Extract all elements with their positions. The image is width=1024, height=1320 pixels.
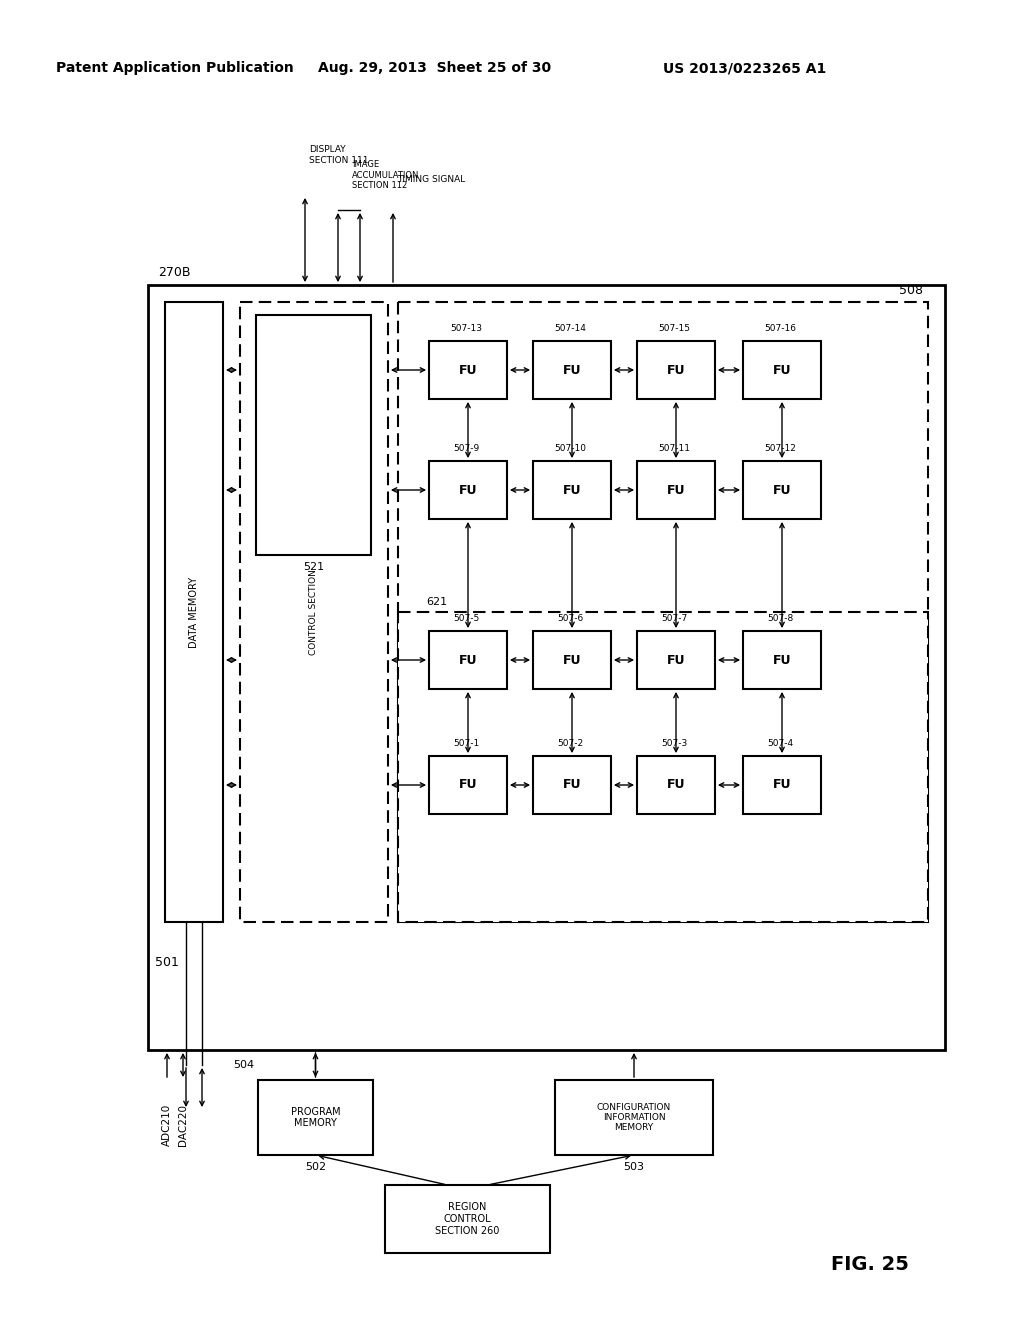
Bar bbox=[240, 302, 388, 921]
Bar bbox=[534, 756, 611, 814]
Text: 507-2: 507-2 bbox=[557, 739, 583, 748]
Text: 507-7: 507-7 bbox=[660, 614, 687, 623]
Text: 507-3: 507-3 bbox=[660, 739, 687, 748]
Text: FU: FU bbox=[773, 653, 792, 667]
Text: ADC210: ADC210 bbox=[162, 1104, 172, 1146]
Bar bbox=[429, 756, 507, 814]
Text: PROGRAM
MEMORY: PROGRAM MEMORY bbox=[291, 1106, 340, 1129]
Text: 507-9: 507-9 bbox=[453, 444, 479, 453]
Bar bbox=[743, 341, 821, 399]
Text: Aug. 29, 2013  Sheet 25 of 30: Aug. 29, 2013 Sheet 25 of 30 bbox=[318, 61, 552, 75]
Text: 507-5: 507-5 bbox=[453, 614, 479, 623]
Text: FU: FU bbox=[459, 653, 477, 667]
Text: DATA MEMORY: DATA MEMORY bbox=[189, 577, 199, 648]
Text: FU: FU bbox=[667, 779, 685, 792]
Text: 502: 502 bbox=[305, 1162, 326, 1172]
Bar bbox=[429, 461, 507, 519]
Text: FU: FU bbox=[459, 363, 477, 376]
Text: FU: FU bbox=[667, 363, 685, 376]
Text: FU: FU bbox=[563, 483, 582, 496]
Bar bbox=[743, 461, 821, 519]
Bar bbox=[743, 756, 821, 814]
Bar bbox=[148, 285, 945, 1049]
Bar bbox=[534, 631, 611, 689]
Bar bbox=[398, 302, 928, 921]
Text: TIMING SIGNAL: TIMING SIGNAL bbox=[397, 176, 465, 185]
Text: 507-8: 507-8 bbox=[767, 614, 794, 623]
Text: FIG. 25: FIG. 25 bbox=[831, 1255, 909, 1275]
Text: 507-14: 507-14 bbox=[554, 323, 586, 333]
Text: REGION
CONTROL
SECTION 260: REGION CONTROL SECTION 260 bbox=[435, 1203, 500, 1236]
Bar bbox=[534, 461, 611, 519]
Text: 621: 621 bbox=[426, 597, 447, 607]
Text: FU: FU bbox=[563, 363, 582, 376]
Text: 507-1: 507-1 bbox=[453, 739, 479, 748]
Text: CONFIGURATION
INFORMATION
MEMORY: CONFIGURATION INFORMATION MEMORY bbox=[597, 1102, 671, 1133]
Bar bbox=[385, 1185, 550, 1253]
Text: IMAGE
ACCUMULATION
SECTION 112: IMAGE ACCUMULATION SECTION 112 bbox=[352, 160, 420, 190]
Text: FU: FU bbox=[773, 483, 792, 496]
Text: Patent Application Publication: Patent Application Publication bbox=[56, 61, 294, 75]
Text: 504: 504 bbox=[233, 1060, 254, 1071]
Text: FU: FU bbox=[459, 779, 477, 792]
Text: 507-15: 507-15 bbox=[658, 323, 690, 333]
Bar bbox=[743, 631, 821, 689]
Bar bbox=[165, 302, 223, 921]
Text: 507-10: 507-10 bbox=[554, 444, 586, 453]
Bar bbox=[637, 631, 715, 689]
Text: 501: 501 bbox=[155, 956, 179, 969]
Text: FU: FU bbox=[667, 483, 685, 496]
Text: US 2013/0223265 A1: US 2013/0223265 A1 bbox=[664, 61, 826, 75]
Text: 507-11: 507-11 bbox=[658, 444, 690, 453]
Bar bbox=[256, 315, 371, 554]
Bar bbox=[258, 1080, 373, 1155]
Bar bbox=[534, 341, 611, 399]
Text: FU: FU bbox=[773, 779, 792, 792]
Text: 521: 521 bbox=[303, 562, 324, 572]
Text: 507-6: 507-6 bbox=[557, 614, 583, 623]
Text: 507-13: 507-13 bbox=[450, 323, 482, 333]
Text: 507-16: 507-16 bbox=[764, 323, 796, 333]
Text: FU: FU bbox=[667, 653, 685, 667]
Bar bbox=[555, 1080, 713, 1155]
Text: FU: FU bbox=[563, 653, 582, 667]
Bar bbox=[637, 341, 715, 399]
Bar bbox=[429, 631, 507, 689]
Bar bbox=[429, 341, 507, 399]
Text: 507-12: 507-12 bbox=[764, 444, 796, 453]
Text: FU: FU bbox=[563, 779, 582, 792]
Text: 508: 508 bbox=[899, 284, 923, 297]
Bar bbox=[637, 756, 715, 814]
Bar bbox=[637, 461, 715, 519]
Text: 507-4: 507-4 bbox=[767, 739, 793, 748]
Text: FU: FU bbox=[459, 483, 477, 496]
Text: 270B: 270B bbox=[158, 267, 190, 280]
Text: 503: 503 bbox=[624, 1162, 644, 1172]
Text: DAC220: DAC220 bbox=[178, 1104, 188, 1146]
Bar bbox=[398, 612, 928, 921]
Text: FU: FU bbox=[773, 363, 792, 376]
Text: CONTROL SECTION: CONTROL SECTION bbox=[309, 569, 318, 655]
Text: DISPLAY
SECTION 111: DISPLAY SECTION 111 bbox=[309, 145, 369, 165]
